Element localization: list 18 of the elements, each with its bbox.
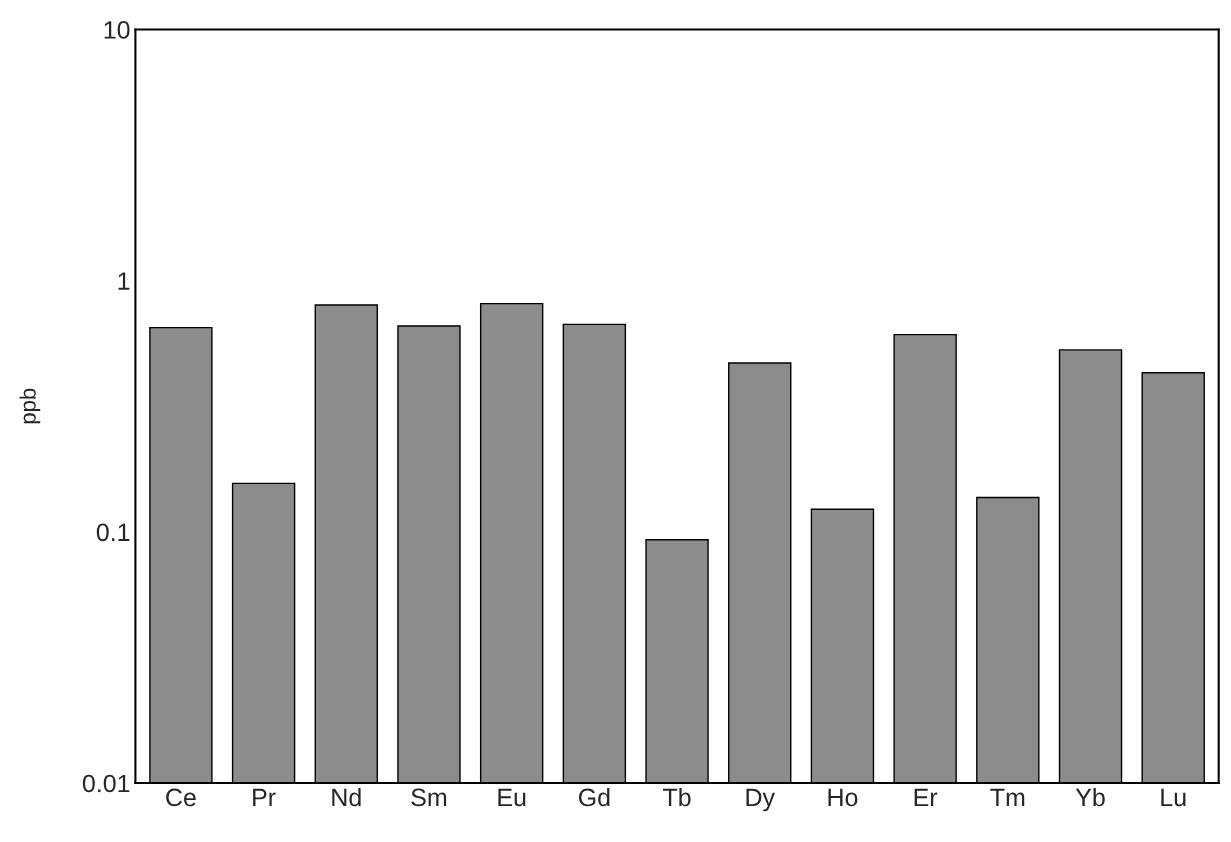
x-tick-label: Ce: [166, 788, 196, 807]
x-tick-label: Lu: [1161, 788, 1186, 807]
y-axis-title: ppb: [19, 388, 41, 424]
y-tick-label: 0.01: [82, 774, 130, 793]
x-tick-label: Yb: [1075, 787, 1105, 807]
y-tick-label: 0.1: [96, 523, 130, 542]
x-tick-label: Gd: [578, 787, 610, 807]
x-tick-label: Nd: [332, 787, 361, 807]
x-tick-label: Ho: [828, 788, 858, 807]
x-tick-label: Eu: [498, 788, 526, 807]
x-tick-label: Sm: [411, 788, 447, 807]
x-tick-label: Dy: [746, 788, 775, 812]
x-tick-label: Er: [914, 788, 938, 807]
x-tick-label: Tm: [990, 788, 1025, 807]
x-tick-label: Pr: [253, 788, 276, 807]
x-tick-label: Tb: [663, 787, 691, 807]
y-tick-label: 1: [118, 272, 130, 290]
y-tick-label: 10: [104, 21, 130, 39]
